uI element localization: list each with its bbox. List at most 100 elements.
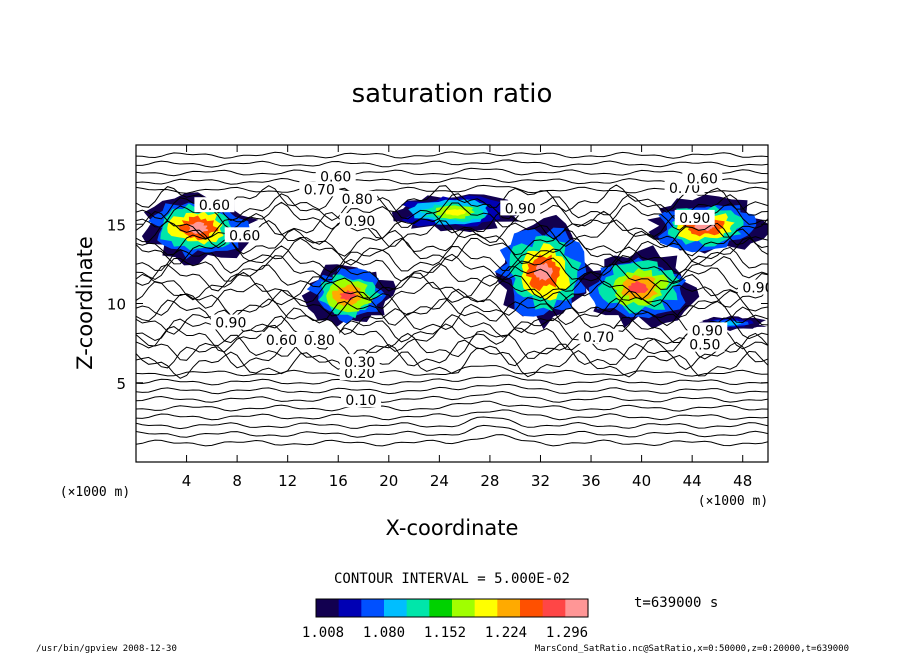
contour-label-background xyxy=(578,328,619,344)
contour-line xyxy=(136,177,768,186)
color-scale-swatch xyxy=(406,599,412,617)
color-scale-swatch xyxy=(542,599,548,617)
footer-left: /usr/bin/gpview 2008-12-30 xyxy=(36,644,177,654)
contour-label: 0.60 xyxy=(199,198,230,214)
color-scale-swatch xyxy=(438,599,444,617)
color-scale-swatch xyxy=(529,599,535,617)
contour-label: 0.90 xyxy=(215,316,246,332)
x-axis-unit-left: (×1000 m) xyxy=(60,485,130,500)
contour-label-background xyxy=(299,181,340,197)
color-scale-swatch xyxy=(347,599,353,617)
color-scale-swatch xyxy=(384,599,390,617)
color-scale-tick-label: 1.008 xyxy=(302,625,344,641)
contour-label: 0.10 xyxy=(345,393,376,409)
x-tick-label: 44 xyxy=(683,472,702,490)
contour-label-background xyxy=(682,170,723,186)
color-scale-swatch xyxy=(501,599,507,617)
color-scale-swatch xyxy=(320,599,326,617)
contour-line xyxy=(136,201,768,231)
y-tick-label: 10 xyxy=(107,296,126,314)
contour-label-background xyxy=(194,197,235,213)
contour-line xyxy=(136,390,768,403)
contour-line xyxy=(136,245,768,275)
color-scale-labels: 1.008 1.080 1.152 1.224 1.296 xyxy=(302,625,588,641)
color-scale-swatch xyxy=(415,599,421,617)
color-scale-swatch xyxy=(452,599,458,617)
saturation-level-patch xyxy=(534,262,553,281)
contour-line xyxy=(136,424,768,438)
contour-line xyxy=(136,314,768,344)
contour-label-background xyxy=(315,168,356,184)
color-scale-swatch xyxy=(433,599,439,617)
color-scale-swatch xyxy=(551,599,557,617)
contour-line xyxy=(136,228,768,257)
contour-line xyxy=(136,236,768,266)
time-label: t=639000 s xyxy=(634,595,718,611)
contour-label-background xyxy=(684,336,725,352)
color-scale-swatch xyxy=(510,599,517,617)
contour-label: 0.20 xyxy=(344,366,375,382)
color-scale-swatch xyxy=(533,599,539,617)
color-scale-swatch xyxy=(361,599,367,617)
x-axis-ticks: 4 8 12 16 20 24 28 32 36 40 44 48 xyxy=(182,145,752,490)
contour-label: 0.60 xyxy=(687,171,718,187)
contour-line xyxy=(136,434,768,447)
contour-label-background xyxy=(299,332,340,347)
color-scale-swatch xyxy=(447,599,453,617)
color-scale-swatch xyxy=(329,599,335,617)
contour-lines xyxy=(136,151,768,447)
color-scale-swatch xyxy=(465,599,471,617)
color-scale-swatch xyxy=(560,599,566,617)
color-scale-swatch xyxy=(352,599,358,617)
color-scale-swatch xyxy=(424,599,430,617)
color-scale-swatch xyxy=(506,599,512,617)
contour-label: 0.90 xyxy=(692,323,723,339)
contour-line xyxy=(136,383,768,395)
contour-label-background xyxy=(339,213,380,229)
x-axis-unit-right: (×1000 m) xyxy=(698,494,768,509)
color-scale-swatch xyxy=(547,599,553,617)
contour-line xyxy=(136,280,768,309)
color-scale-swatch xyxy=(379,599,385,617)
color-scale-swatch xyxy=(397,599,403,617)
x-tick-label: 8 xyxy=(232,472,242,490)
contour-label-background xyxy=(674,209,715,225)
color-scale-swatch xyxy=(388,599,394,617)
color-scale-swatch xyxy=(325,599,331,617)
color-scale-swatch xyxy=(538,599,544,617)
color-scale-swatch xyxy=(565,599,571,617)
contour-line xyxy=(136,400,768,412)
contour-line xyxy=(136,409,768,421)
x-tick-label: 32 xyxy=(531,472,550,490)
color-scale-swatch xyxy=(492,599,498,617)
contour-label: 0.90 xyxy=(679,211,710,227)
contour-label-background xyxy=(341,392,381,408)
color-scale-swatch xyxy=(420,599,426,617)
plot-area: 0.100.200.300.60 0.80 0.70 0.500.900.900.90… xyxy=(107,144,769,490)
contour-label-background xyxy=(210,314,251,330)
contour-label: 0.60 xyxy=(229,228,260,244)
color-scale-swatch xyxy=(356,599,362,617)
color-scale-swatch xyxy=(479,599,485,617)
x-tick-label: 16 xyxy=(329,472,348,490)
contour-label: 0.60 xyxy=(266,333,297,349)
x-tick-label: 24 xyxy=(430,472,449,490)
x-tick-label: 36 xyxy=(581,472,600,490)
x-tick-label: 4 xyxy=(182,472,192,490)
color-scale-swatch xyxy=(583,599,589,617)
contour-line xyxy=(136,374,768,386)
contour-line xyxy=(136,288,768,318)
color-scale-tick-label: 1.080 xyxy=(363,625,405,641)
color-scale-swatch xyxy=(497,599,503,617)
y-axis-label: Z-coordinate xyxy=(73,236,97,370)
contour-interval-label: CONTOUR INTERVAL = 5.000E-02 xyxy=(334,571,570,587)
color-scale-swatch xyxy=(338,599,344,617)
contour-line xyxy=(136,193,768,223)
contour-label-background xyxy=(737,279,768,295)
color-scale-swatch xyxy=(393,599,399,617)
color-scale-swatch xyxy=(316,599,322,617)
saturation-level-patch xyxy=(445,209,467,216)
contour-label-background xyxy=(339,354,380,370)
contour-label: 0.30 xyxy=(344,355,375,371)
contour-line xyxy=(136,347,768,379)
